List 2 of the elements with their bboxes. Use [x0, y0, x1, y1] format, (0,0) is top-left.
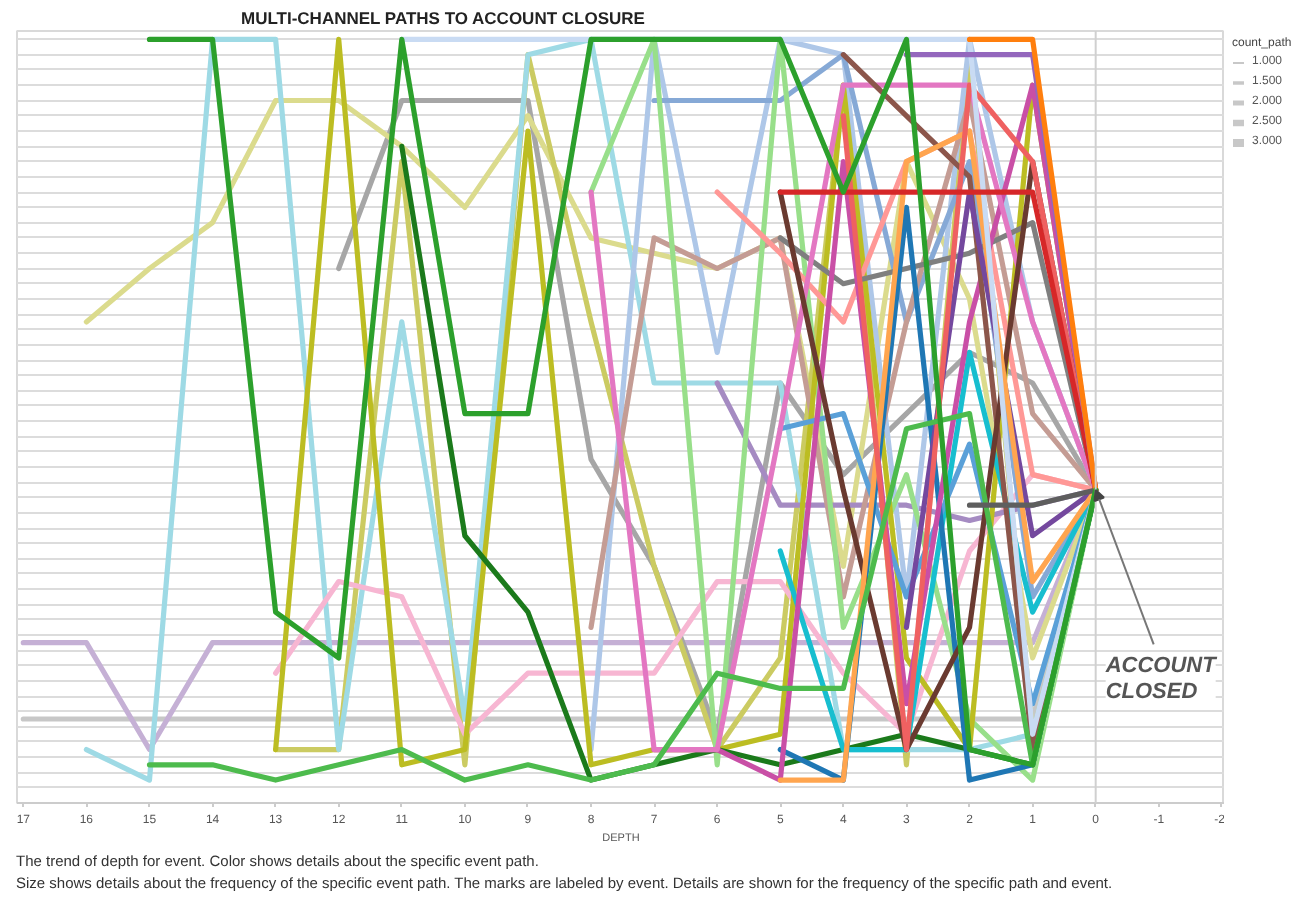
annotation: ACCOUNT CLOSED [1103, 653, 1219, 705]
chart-title: MULTI-CHANNEL PATHS TO ACCOUNT CLOSURE [241, 8, 646, 28]
